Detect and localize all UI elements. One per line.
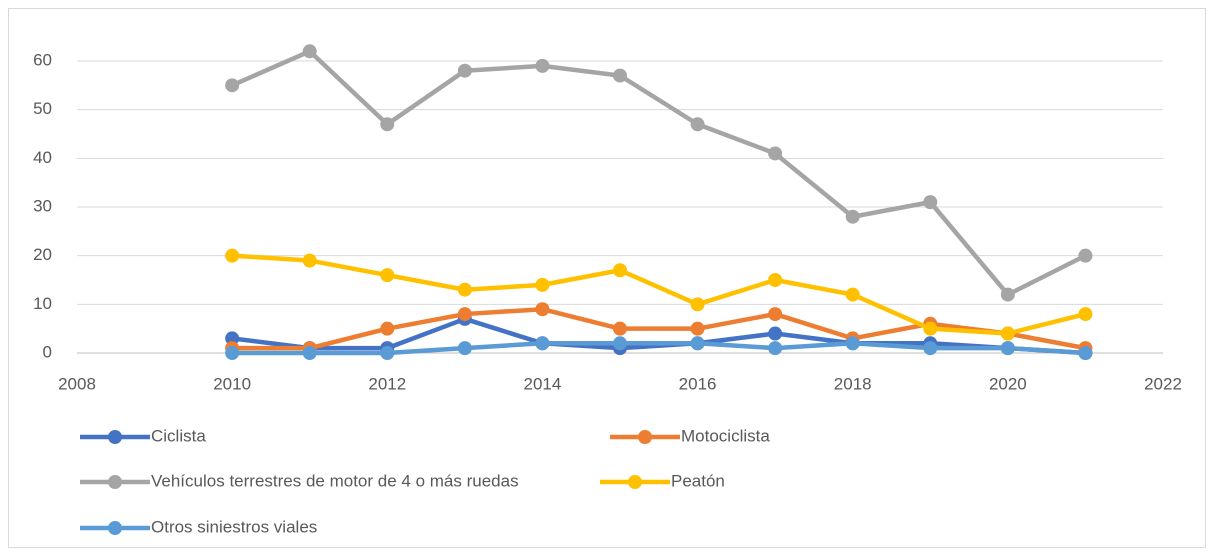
series-line: [232, 253, 1086, 336]
x-tick-label: 2012: [368, 374, 406, 393]
data-point: [1078, 248, 1093, 263]
series-line: [231, 49, 1087, 297]
data-point: [535, 302, 550, 317]
x-tick-label: 2014: [524, 374, 562, 393]
data-point: [225, 78, 240, 93]
data-point: [535, 58, 550, 73]
data-point: [535, 336, 550, 351]
data-point: [302, 346, 317, 360]
data-point: [1000, 287, 1015, 302]
x-tick-label: 2022: [1144, 374, 1182, 393]
data-point: [690, 321, 705, 336]
series-line: [231, 316, 1086, 356]
x-tick-label: 2008: [58, 374, 96, 393]
data-point: [302, 44, 317, 59]
data-point: [690, 336, 705, 351]
legend-label: Peatón: [671, 471, 725, 490]
data-point: [1078, 307, 1093, 322]
y-tick-label: 60: [33, 50, 52, 69]
y-tick-label: 0: [43, 342, 52, 361]
legend-marker: [628, 475, 642, 489]
data-point: [302, 253, 317, 268]
data-point: [613, 321, 627, 336]
y-tick-label: 30: [33, 196, 52, 215]
data-point: [1000, 341, 1015, 356]
series-line: [232, 306, 1086, 351]
data-point: [768, 273, 783, 287]
legend-marker: [638, 430, 652, 444]
data-point: [768, 146, 783, 161]
data-point: [613, 68, 627, 83]
y-tick-label: 40: [33, 148, 52, 167]
series-line: [232, 341, 1086, 356]
data-point: [613, 263, 627, 278]
x-tick-label: 2010: [213, 374, 251, 393]
legend-label: Motociclista: [681, 426, 770, 445]
chart-border: [8, 8, 1206, 548]
data-point: [457, 282, 472, 297]
legend-label: Otros siniestros viales: [151, 517, 317, 536]
legend-label: Ciclista: [151, 426, 206, 445]
y-tick-label: 10: [33, 294, 52, 313]
data-point: [457, 341, 472, 356]
data-point: [690, 117, 705, 132]
legend-marker: [108, 430, 122, 444]
data-point: [380, 346, 395, 360]
data-point: [845, 209, 860, 224]
x-tick-label: 2018: [834, 374, 872, 393]
data-point: [1078, 346, 1093, 360]
data-point: [845, 287, 860, 302]
legend-marker: [108, 521, 122, 535]
data-point: [380, 268, 395, 283]
data-point: [225, 331, 240, 346]
data-point: [457, 307, 472, 322]
data-point: [923, 195, 938, 210]
x-tick-label: 2020: [989, 374, 1027, 393]
data-point: [768, 307, 783, 322]
data-point: [225, 346, 240, 360]
legend-label: Vehículos terrestres de motor de 4 o más…: [151, 471, 519, 490]
legend-marker: [108, 475, 122, 489]
data-point: [923, 341, 938, 356]
data-point: [768, 341, 783, 356]
data-point: [380, 321, 395, 336]
data-point: [457, 63, 472, 78]
data-point: [613, 336, 627, 351]
data-point: [923, 321, 938, 336]
data-point: [225, 248, 240, 263]
y-tick-label: 50: [33, 99, 52, 118]
data-point: [690, 297, 705, 312]
data-point: [768, 326, 783, 341]
data-point: [845, 336, 860, 351]
x-tick-label: 2016: [679, 374, 717, 393]
y-tick-label: 20: [33, 245, 52, 264]
data-point: [380, 117, 395, 132]
data-point: [1000, 326, 1015, 341]
data-point: [535, 277, 550, 292]
